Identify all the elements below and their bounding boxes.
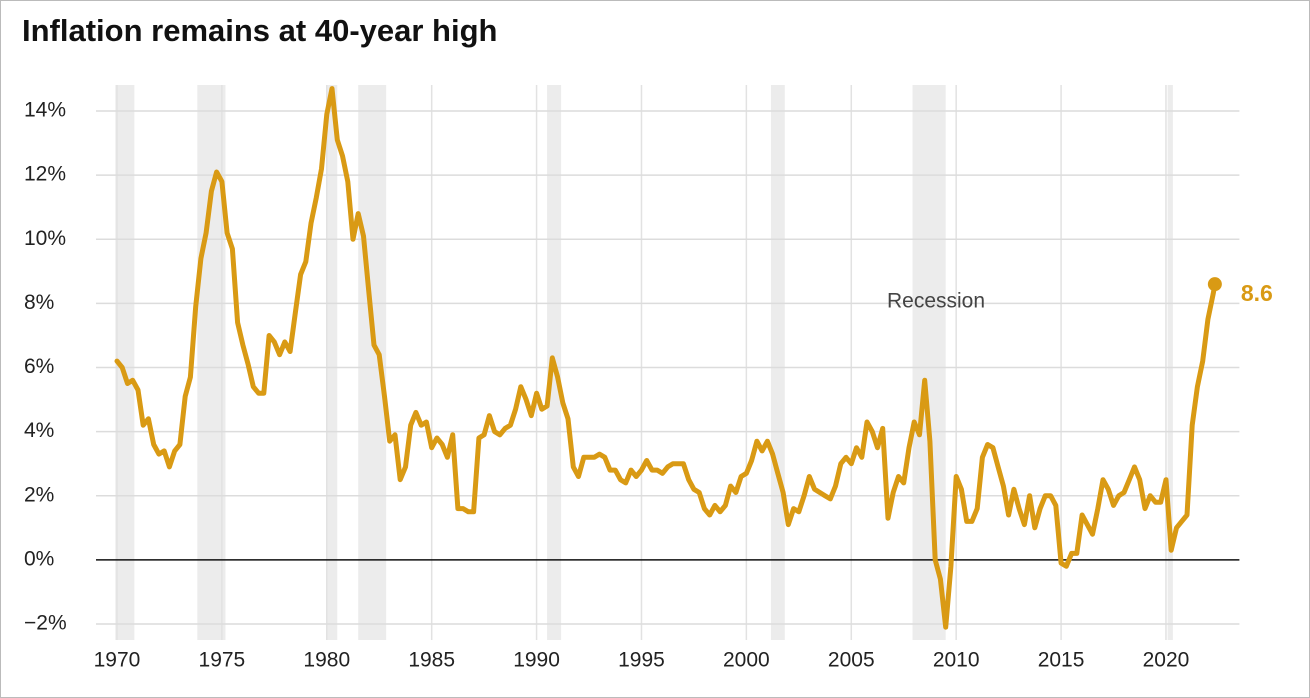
x-tick-label: 2005 [828,649,875,672]
annotation: Recession [887,290,985,313]
y-tick-label: 0% [24,547,54,570]
end-label: 8.6 [1241,280,1273,306]
recession-band [912,85,946,640]
y-tick-label: 4% [24,419,54,442]
y-tick-label: 2% [24,483,54,506]
x-tick-label: 1980 [303,649,350,672]
y-tick-label: 6% [24,355,54,378]
recession-band [1167,85,1173,640]
y-tick-label: 10% [24,227,66,250]
x-tick-label: 1985 [408,649,455,672]
x-tick-label: 2000 [723,649,770,672]
x-tick-label: 2020 [1143,649,1190,672]
line [114,86,1218,630]
y-tick-label: −2% [24,612,67,635]
recession-band [115,85,135,640]
x-tick-label: 1990 [513,649,560,672]
y-tick-label: 14% [24,99,66,122]
recession-bands [115,85,1173,640]
chart-title: Inflation remains at 40-year high [22,13,497,48]
x-tick-label: 1995 [618,649,665,672]
recession-band [326,85,338,640]
end-point [1207,277,1222,292]
x-tick-label: 2010 [933,649,980,672]
x-tick-label: 1970 [94,649,141,672]
recession-band [770,85,785,640]
plot: 8.6 [114,86,1273,630]
y-tick-label: 8% [24,291,54,314]
x-tick-label: 1975 [199,649,246,672]
x-tick-label: 2015 [1038,649,1085,672]
y-tick-label: 12% [24,163,66,186]
